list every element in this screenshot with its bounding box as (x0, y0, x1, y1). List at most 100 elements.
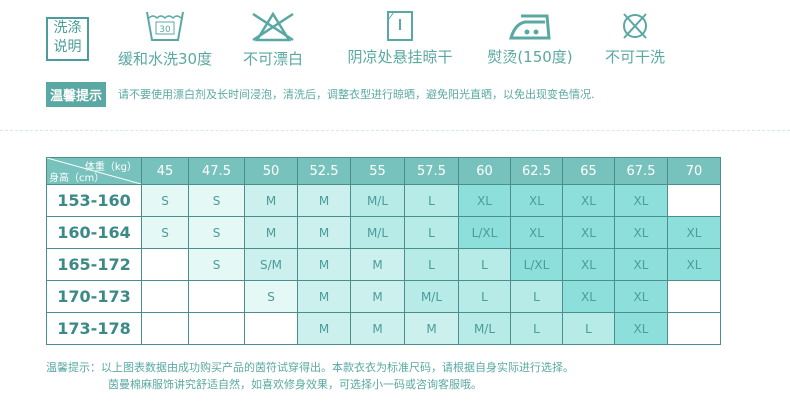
size-cell: XL (614, 280, 668, 313)
care-label-text: 缓和水洗30度 (117, 50, 213, 68)
size-cell: M (297, 312, 351, 345)
size-cell: S (141, 184, 189, 217)
size-cell: S/M (244, 248, 298, 281)
height-range: 160-164 (46, 216, 142, 249)
height-label: 身高（cm） (49, 173, 105, 184)
size-cell: S (188, 184, 245, 217)
size-cell: XL (614, 248, 668, 281)
care-label: 洗涤说明 (46, 17, 89, 61)
care-item-bleach: 不可漂白 (228, 10, 318, 69)
iron-medium-icon (509, 14, 551, 40)
size-cell: XL (562, 216, 615, 249)
weight-header: 57.5 (404, 157, 459, 185)
size-cell: L (510, 280, 563, 313)
size-cell: M (297, 248, 351, 281)
wash-30-icon: 30 (146, 11, 184, 41)
table-row: 153-160 S S M M M/L L XL XL XL XL (46, 184, 721, 217)
weight-header: 55 (350, 157, 405, 185)
size-cell: M (350, 248, 405, 281)
size-cell: S (188, 248, 245, 281)
weight-header: 45 (141, 157, 189, 185)
weight-header: 60 (458, 157, 511, 185)
size-cell: M/L (350, 184, 405, 217)
table-row: 170-173 S M M M/L L L XL XL (46, 280, 721, 313)
note-line-2: 茵曼棉麻服饰讲究舒适自然，如喜欢修身效果，可选择小一码或咨询客服哦。 (108, 378, 482, 391)
size-cell: M (297, 216, 351, 249)
care-item-dryclean: 不可干洗 (595, 10, 675, 67)
size-cell: XL (510, 184, 563, 217)
size-cell: M (244, 216, 298, 249)
size-cell (141, 312, 189, 345)
size-cell: L (458, 248, 511, 281)
size-cell (667, 312, 721, 345)
size-cell: M/L (404, 280, 459, 313)
corner-header: 体重（kg） 身高（cm） (46, 157, 142, 185)
size-cell (188, 312, 245, 345)
divider (0, 130, 790, 131)
size-cell: M/L (458, 312, 511, 345)
height-range: 153-160 (46, 184, 142, 217)
size-cell: XL (614, 184, 668, 217)
size-cell: XL (667, 216, 721, 249)
care-item-dry: 阴凉处悬挂晾干 (335, 10, 465, 67)
size-cell (141, 248, 189, 281)
no-bleach-icon (252, 11, 294, 42)
weight-header: 70 (667, 157, 721, 185)
size-cell: L (404, 184, 459, 217)
size-cell: S (188, 216, 245, 249)
care-label-text: 阴凉处悬挂晾干 (347, 48, 453, 66)
height-range: 165-172 (46, 248, 142, 281)
size-cell: XL (614, 312, 668, 345)
size-cell: L (404, 216, 459, 249)
header-row: 体重（kg） 身高（cm） 45 47.5 50 52.5 55 57.5 60 62.5 65 6… (46, 157, 721, 185)
size-cell: M (244, 184, 298, 217)
size-cell: XL (667, 248, 721, 281)
size-cell: XL (562, 280, 615, 313)
size-cell: XL (458, 184, 511, 217)
weight-header: 65 (562, 157, 615, 185)
size-cell: S (141, 216, 189, 249)
weight-header: 67.5 (614, 157, 668, 185)
care-label-text: 不可干洗 (604, 48, 665, 66)
care-label-text: 熨烫(150度) (487, 48, 573, 66)
weight-label: 体重（kg） (84, 162, 137, 173)
weight-header: 50 (244, 157, 298, 185)
size-cell: M (297, 280, 351, 313)
size-cell (244, 312, 298, 345)
size-cell: XL (510, 216, 563, 249)
size-cell: M (350, 312, 405, 345)
size-cell: M (404, 312, 459, 345)
tip-text: 请不要使用漂白剂及长时间浸泡，清洗后，调整衣型进行晾晒，避免阳光直晒，以免出现变… (118, 88, 595, 101)
size-cell: XL (562, 184, 615, 217)
size-cell: L (510, 312, 563, 345)
size-cell: M (350, 280, 405, 313)
care-instructions: 洗涤说明 30 缓和水洗30度 不可漂白 阴凉处悬挂晾干 熨烫(150度) 不可… (0, 0, 790, 110)
size-cell (141, 280, 189, 313)
size-cell: M/L (350, 216, 405, 249)
care-item-iron: 熨烫(150度) (480, 10, 580, 67)
size-cell: L (404, 248, 459, 281)
size-note: 温馨提示：以上图表数据由成功购买产品的茵符试穿得出。本款衣衣为标准尺码，请根据自… (46, 359, 574, 393)
size-cell: L (562, 312, 615, 345)
size-cell (188, 280, 245, 313)
height-range: 173-178 (46, 312, 142, 345)
size-cell (667, 184, 721, 217)
table-row: 173-178 M M M M/L L L XL (46, 312, 721, 345)
no-dry-clean-icon (623, 13, 647, 39)
note-line-1: 温馨提示：以上图表数据由成功购买产品的茵符试穿得出。本款衣衣为标准尺码，请根据自… (46, 361, 574, 374)
line-dry-shade-icon (387, 11, 413, 41)
size-cell: L/XL (510, 248, 563, 281)
care-item-wash: 30 缓和水洗30度 (110, 10, 220, 69)
svg-text:30: 30 (159, 25, 171, 35)
weight-header: 52.5 (297, 157, 351, 185)
size-cell: XL (562, 248, 615, 281)
size-cell: XL (614, 216, 668, 249)
size-cell: L (458, 280, 511, 313)
size-chart: 体重（kg） 身高（cm） 45 47.5 50 52.5 55 57.5 60 62.5 65 6… (46, 157, 721, 345)
height-range: 170-173 (46, 280, 142, 313)
weight-header: 62.5 (510, 157, 563, 185)
weight-header: 47.5 (188, 157, 245, 185)
care-label-text: 不可漂白 (242, 50, 303, 68)
table-row: 165-172 S S/M M M L L L/XL XL XL XL (46, 248, 721, 281)
size-cell: S (244, 280, 298, 313)
